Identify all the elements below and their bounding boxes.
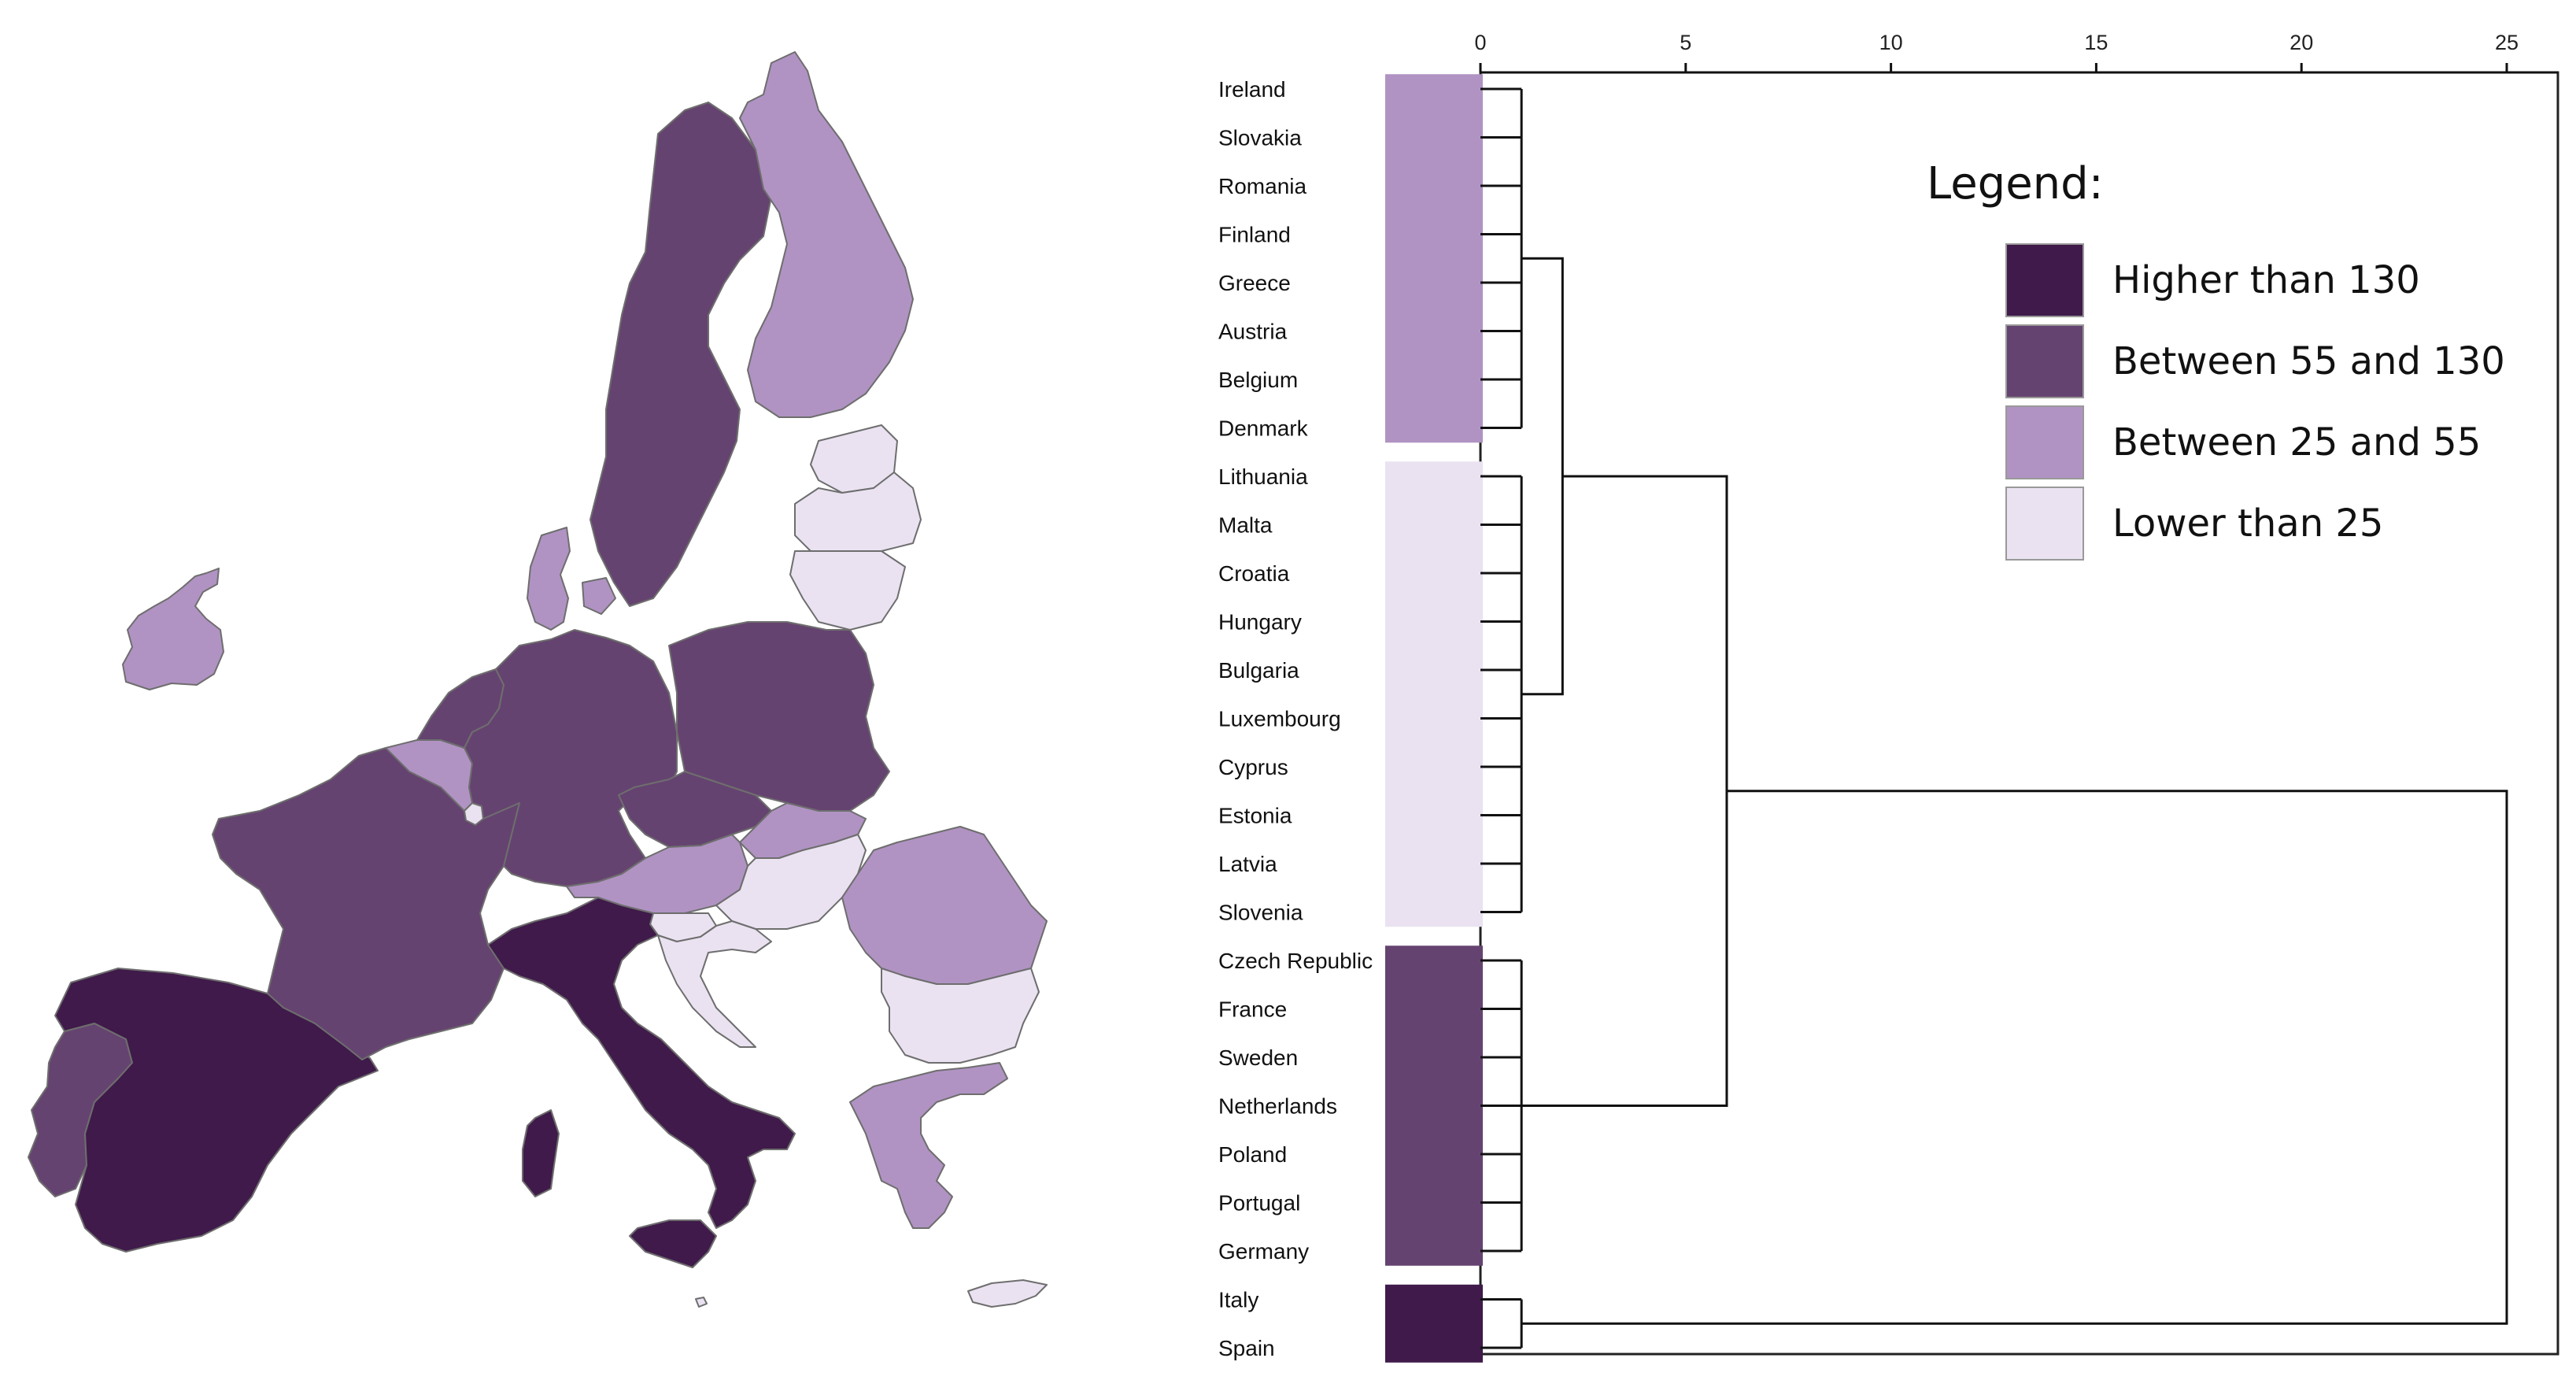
map-country-croatia[interactable]: [657, 920, 772, 1048]
map-country-lithuania[interactable]: [789, 550, 906, 631]
legend-label-higher-than-130: Higher than 130: [2112, 258, 2420, 302]
leaf-label-finland: Finland: [1218, 223, 1291, 247]
leaf-label-poland: Poland: [1218, 1142, 1287, 1167]
leaf-label-germany: Germany: [1218, 1239, 1309, 1264]
leaf-label-netherlands: Netherlands: [1218, 1094, 1337, 1119]
axis-tick-label: 0: [1474, 31, 1486, 54]
leaf-label-portugal: Portugal: [1218, 1191, 1300, 1216]
leaf-label-belgium: Belgium: [1218, 368, 1298, 392]
legend-title: Legend:: [1927, 158, 2104, 209]
leaf-label-spain: Spain: [1218, 1336, 1275, 1360]
cluster-band-2: [1385, 461, 1483, 927]
merge-link-1: [1521, 257, 1564, 696]
legend-swatch-higher-than-130: [2005, 243, 2084, 317]
merge-link-3: [1521, 790, 2508, 1325]
class-color-bands: [1385, 74, 1483, 1363]
axis-tick-label: 25: [2495, 31, 2519, 54]
leaf-label-slovakia: Slovakia: [1218, 126, 1302, 150]
merge-link-2: [1521, 475, 1728, 1107]
dendrogram-links: [1480, 87, 2508, 1349]
leaf-label-slovenia: Slovenia: [1218, 901, 1303, 925]
map-country-bulgaria[interactable]: [881, 968, 1040, 1064]
leaf-label-estonia: Estonia: [1218, 804, 1292, 828]
cluster-band-1: [1385, 74, 1483, 443]
leaf-label-croatia: Croatia: [1218, 561, 1290, 586]
map-country-denmark[interactable]: [527, 527, 616, 631]
axis-tick-label: 15: [2084, 31, 2108, 54]
legend-items: Higher than 130 Between 55 and 130 Between…: [2005, 243, 2505, 561]
legend-swatch-between-55-and-130: [2005, 324, 2084, 398]
legend-swatch-lower-than-25: [2005, 487, 2084, 561]
leaf-label-sweden: Sweden: [1218, 1045, 1298, 1070]
leaf-label-austria: Austria: [1218, 320, 1288, 344]
dendrogram: 0 5 10 15 20 25 Ireland Slovakia Romania Finland…: [1218, 31, 2559, 1363]
leaf-label-romania: Romania: [1218, 174, 1306, 198]
map-country-greece[interactable]: [849, 1062, 1008, 1229]
axis-tick-label: 10: [1879, 31, 1903, 54]
map-country-cyprus[interactable]: [967, 1279, 1048, 1308]
legend-label-between-25-and-55: Between 25 and 55: [2112, 420, 2481, 464]
cluster-band-3: [1385, 945, 1483, 1266]
leaf-label-denmark: Denmark: [1218, 416, 1309, 441]
axis-tick-label: 20: [2290, 31, 2313, 54]
map-country-italy[interactable]: [487, 897, 796, 1268]
legend-label-lower-than-25: Lower than 25: [2112, 501, 2383, 546]
leaf-label-hungary: Hungary: [1218, 610, 1302, 635]
eu-choropleth-map: [28, 51, 1048, 1308]
map-country-romania[interactable]: [841, 826, 1048, 985]
distance-axis: 0 5 10 15 20 25: [1474, 31, 2558, 74]
map-country-malta[interactable]: [695, 1297, 708, 1308]
leaf-label-luxembourg: Luxembourg: [1218, 707, 1341, 731]
leaf-label-lithuania: Lithuania: [1218, 464, 1308, 489]
leaf-label-greece: Greece: [1218, 271, 1291, 295]
leaf-label-italy: Italy: [1218, 1288, 1258, 1312]
map-country-sweden[interactable]: [589, 102, 772, 607]
map-country-ireland[interactable]: [122, 568, 224, 690]
axis-tick-label: 5: [1680, 31, 1691, 54]
leaf-label-latvia: Latvia: [1218, 852, 1277, 876]
cluster-band-4: [1385, 1284, 1483, 1363]
leaf-label-cyprus: Cyprus: [1218, 755, 1288, 779]
legend: Legend: Higher than 130 Between 55 and 13…: [1927, 158, 2505, 561]
leaf-label-ireland: Ireland: [1218, 77, 1286, 102]
map-country-finland[interactable]: [739, 51, 914, 418]
legend-swatch-between-25-and-55: [2005, 405, 2084, 479]
leaf-label-malta: Malta: [1218, 513, 1273, 538]
legend-label-between-55-and-130: Between 55 and 130: [2112, 339, 2505, 383]
leaf-label-bulgaria: Bulgaria: [1218, 658, 1299, 683]
leaf-label-france: France: [1218, 997, 1287, 1022]
leaf-label-czech-republic: Czech Republic: [1218, 949, 1373, 973]
leaf-labels: Ireland Slovakia Romania Finland Greece Austr…: [1218, 77, 1373, 1360]
